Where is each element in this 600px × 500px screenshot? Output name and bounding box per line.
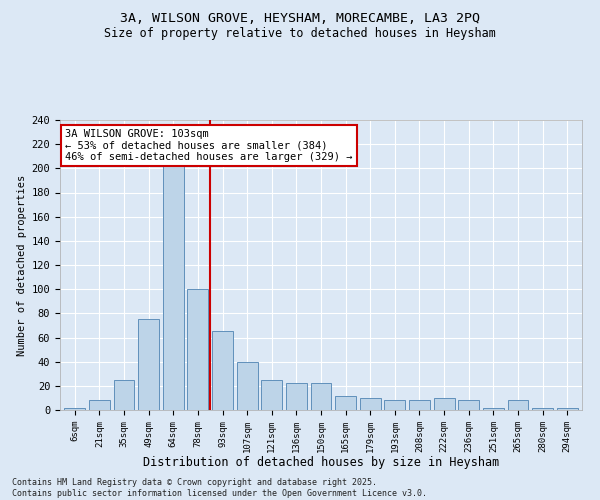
Bar	[311, 384, 331, 410]
Y-axis label: Number of detached properties: Number of detached properties	[17, 174, 28, 356]
Bar	[89, 400, 110, 410]
Bar	[236, 362, 257, 410]
Bar	[335, 396, 356, 410]
Bar	[187, 289, 208, 410]
Bar	[458, 400, 479, 410]
Text: 3A WILSON GROVE: 103sqm
← 53% of detached houses are smaller (384)
46% of semi-d: 3A WILSON GROVE: 103sqm ← 53% of detache…	[65, 128, 353, 162]
Bar	[113, 380, 134, 410]
Bar	[261, 380, 282, 410]
Text: 3A, WILSON GROVE, HEYSHAM, MORECAMBE, LA3 2PQ: 3A, WILSON GROVE, HEYSHAM, MORECAMBE, LA…	[120, 12, 480, 26]
Bar	[409, 400, 430, 410]
Text: Contains HM Land Registry data © Crown copyright and database right 2025.
Contai: Contains HM Land Registry data © Crown c…	[12, 478, 427, 498]
Bar	[64, 408, 85, 410]
Bar	[163, 162, 184, 410]
Bar	[508, 400, 529, 410]
Text: Size of property relative to detached houses in Heysham: Size of property relative to detached ho…	[104, 28, 496, 40]
Bar	[434, 398, 455, 410]
Bar	[385, 400, 406, 410]
Bar	[286, 384, 307, 410]
Bar	[532, 408, 553, 410]
Bar	[483, 408, 504, 410]
X-axis label: Distribution of detached houses by size in Heysham: Distribution of detached houses by size …	[143, 456, 499, 469]
Bar	[557, 408, 578, 410]
Bar	[212, 332, 233, 410]
Bar	[360, 398, 381, 410]
Bar	[138, 320, 159, 410]
